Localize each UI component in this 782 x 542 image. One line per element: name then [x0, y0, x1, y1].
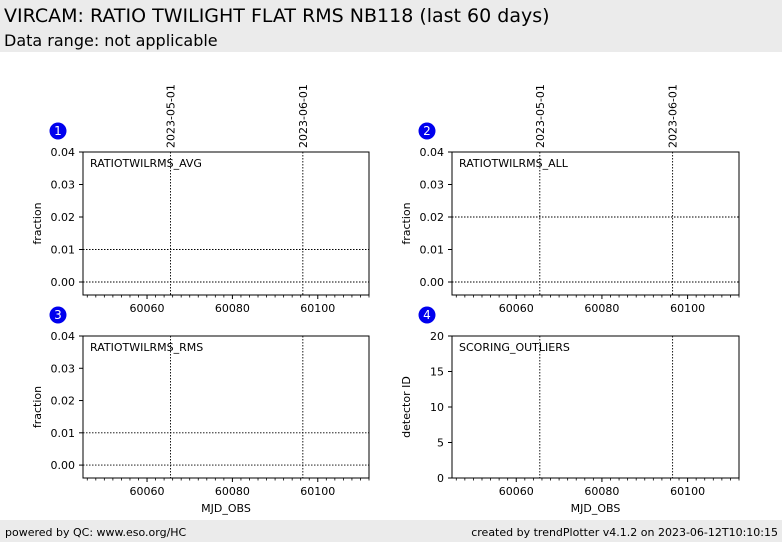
y-tick-label: 0.01	[51, 244, 76, 257]
y-tick-label: 5	[437, 437, 444, 450]
y-tick-label: 0.02	[51, 395, 76, 408]
x-tick-label: 60080	[215, 485, 250, 498]
date-marker-label: 2023-06-01	[667, 84, 680, 148]
plot-frame	[82, 151, 370, 296]
parameter-label: RATIOTWILRMS_RMS	[90, 341, 203, 354]
y-tick-label: 0.01	[51, 427, 76, 440]
y-tick-label: 15	[430, 366, 444, 379]
chart-panel-1: 1 2023-05-01 2023-06-01 0.00 0.01 0.02 0.03 0.0…	[31, 84, 370, 315]
plot-frame	[451, 335, 740, 479]
x-tick-label: 60060	[499, 485, 534, 498]
date-marker-label: 2023-06-01	[297, 84, 310, 148]
y-tick-label: 0.03	[51, 362, 76, 375]
y-axis-label: fraction	[31, 202, 44, 244]
footer-created-by: created by trendPlotter v4.1.2 on 2023-0…	[471, 526, 778, 539]
y-axis-label: fraction	[31, 386, 44, 428]
date-marker-label: 2023-05-01	[165, 84, 178, 148]
y-tick-label: 0.01	[420, 244, 445, 257]
charts-canvas: 1 2023-05-01 2023-06-01 0.00 0.01 0.02 0.03 0.0…	[31, 84, 740, 515]
y-tick-label: 0.02	[420, 211, 445, 224]
y-tick-label: 0.00	[51, 459, 76, 472]
y-tick-label: 0.04	[51, 330, 76, 343]
x-tick-label: 60080	[584, 302, 619, 315]
y-tick-label: 0.00	[51, 276, 76, 289]
y-tick-label: 0.03	[420, 179, 445, 192]
parameter-label: SCORING_OUTLIERS	[459, 341, 570, 354]
x-tick-label: 60100	[670, 302, 705, 315]
x-tick-label: 60080	[584, 485, 619, 498]
y-tick-label: 20	[430, 330, 444, 343]
y-tick-label: 0.04	[420, 146, 445, 159]
y-axis-label: detector ID	[400, 376, 413, 438]
y-tick-label: 0	[437, 472, 444, 485]
chart-panel-3: 3 0.00 0.01 0.02 0.03 0.04 60060 60080 60100 RATI…	[31, 306, 370, 515]
panel-number-label: 3	[54, 308, 62, 322]
panel-number-label: 1	[54, 124, 62, 138]
panel-number-label: 4	[423, 308, 431, 322]
y-tick-label: 0.03	[51, 179, 76, 192]
x-tick-label: 60060	[499, 302, 534, 315]
x-tick-label: 60100	[300, 485, 335, 498]
x-axis-label: MJD_OBS	[201, 502, 251, 515]
page-title: VIRCAM: RATIO TWILIGHT FLAT RMS NB118 (l…	[4, 5, 550, 27]
panel-number-badge	[49, 122, 67, 140]
parameter-label: RATIOTWILRMS_ALL	[459, 157, 569, 170]
chart-panel-4: 4 0 5 10 15 20 60060 60080 60100 SCORING_OUTLIERS…	[400, 306, 740, 515]
x-tick-label: 60080	[215, 302, 250, 315]
x-tick-label: 60100	[670, 485, 705, 498]
footer-bar: powered by QC: www.eso.org/HC created by…	[0, 520, 782, 542]
footer-powered-by: powered by QC: www.eso.org/HC	[5, 526, 187, 539]
panel-number-badge	[49, 306, 67, 324]
y-tick-label: 0.00	[420, 276, 445, 289]
y-tick-label: 10	[430, 401, 444, 414]
y-axis-label: fraction	[400, 202, 413, 244]
parameter-label: RATIOTWILRMS_AVG	[90, 157, 202, 170]
header-bar: VIRCAM: RATIO TWILIGHT FLAT RMS NB118 (l…	[0, 0, 782, 52]
panel-number-badge	[418, 122, 436, 140]
plot-frame	[451, 151, 740, 296]
page-subtitle: Data range: not applicable	[4, 31, 218, 50]
panel-number-badge	[418, 306, 436, 324]
chart-panel-2: 2 2023-05-01 2023-06-01 0.00 0.01 0.02 0.03 0.0…	[400, 84, 740, 315]
y-tick-label: 0.02	[51, 211, 76, 224]
x-axis-label: MJD_OBS	[571, 502, 621, 515]
panel-number-label: 2	[423, 124, 431, 138]
date-marker-label: 2023-05-01	[534, 84, 547, 148]
x-tick-label: 60060	[130, 485, 165, 498]
x-tick-label: 60100	[300, 302, 335, 315]
y-tick-label: 0.04	[51, 146, 76, 159]
plot-frame	[82, 335, 370, 479]
x-tick-label: 60060	[130, 302, 165, 315]
